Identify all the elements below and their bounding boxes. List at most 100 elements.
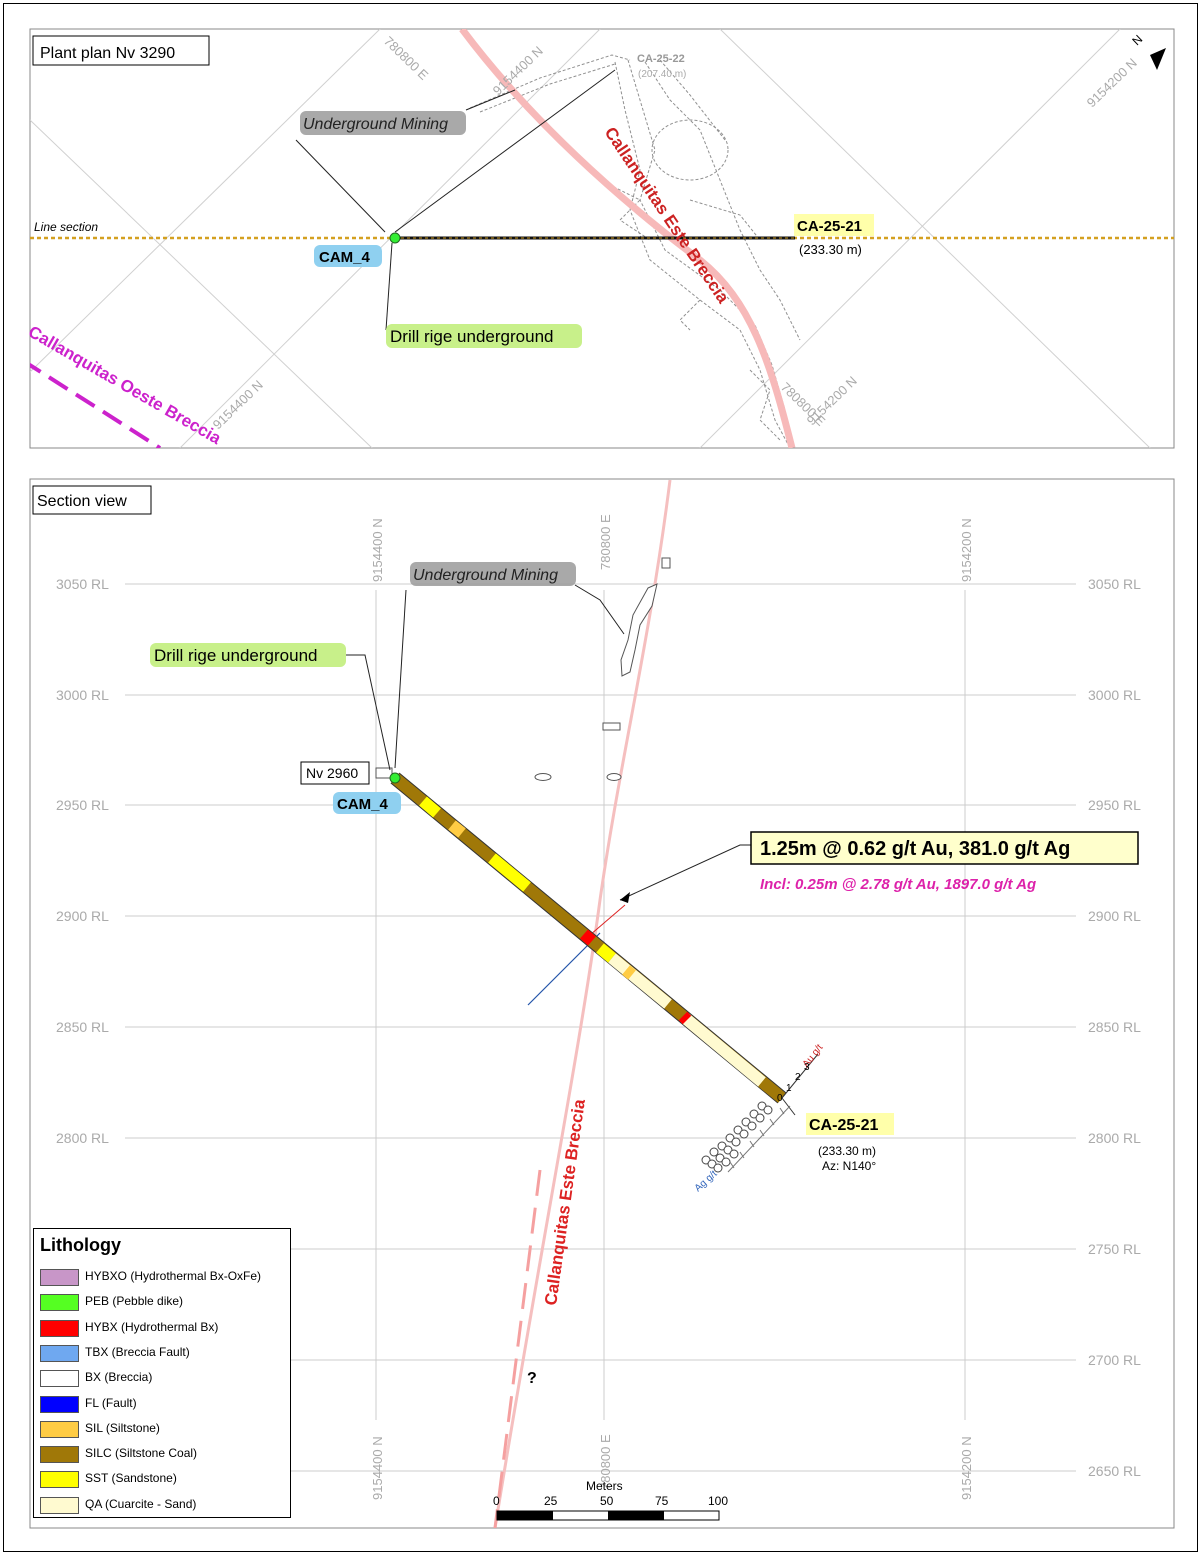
section-hole-bg — [806, 1113, 894, 1135]
scale-tick: 25 — [544, 1494, 558, 1508]
rl-label: 2700 RL — [1088, 1352, 1141, 1368]
intercept-main: 1.25m @ 0.62 g/t Au, 381.0 g/t Ag — [760, 838, 1070, 860]
plan-leaders — [295, 69, 616, 331]
section-intercept-arrow-icon — [620, 892, 630, 903]
legend-item: HYBX (Hydrothermal Bx) — [40, 1319, 290, 1337]
section-ag-axis — [727, 1105, 791, 1173]
section-au-axis — [781, 1053, 819, 1116]
legend-item: PEB (Pebble dike) — [40, 1293, 290, 1312]
legend-swatch — [40, 1269, 79, 1286]
plan-ghost-hole: CA-25-22 — [637, 53, 685, 65]
legend-label: HYBX (Hydrothermal Bx) — [85, 1319, 219, 1334]
plan-drill-rig: Drill rige underground — [390, 327, 553, 346]
rl-label: 3000 RL — [1088, 687, 1141, 703]
plan-mining-bg — [300, 111, 466, 135]
legend-label: BX (Breccia) — [85, 1370, 153, 1385]
legend-swatch — [40, 1319, 79, 1337]
legend-label: SIL (Siltstone) — [85, 1420, 160, 1435]
legend-swatch — [40, 1420, 79, 1438]
section-coord-n-right: 9154200 N — [959, 518, 974, 582]
intercept-incl: Incl: 0.25m @ 2.78 g/t Au, 1897.0 g/t Ag — [760, 876, 1036, 893]
rl-label: 2900 RL — [56, 908, 109, 924]
plan-hole-label: CA-25-21 — [797, 218, 862, 235]
section-collar-bg — [333, 792, 401, 814]
plan-title: Plant plan Nv 3290 — [40, 45, 175, 62]
section-ag-plot — [701, 1101, 773, 1173]
section-level-box — [300, 761, 370, 785]
legend-label: QA (Cuarcite - Sand) — [85, 1496, 197, 1511]
legend-label: SILC (Siltstone Coal) — [85, 1446, 198, 1461]
legend-swatch — [40, 1395, 79, 1413]
legend-swatch — [40, 1471, 79, 1489]
section-hole-length: (233.30 m) — [818, 1144, 876, 1158]
plan-hole-length: (233.30 m) — [799, 242, 862, 257]
rl-label: 2950 RL — [56, 797, 109, 813]
section-title-box — [32, 485, 152, 515]
legend-swatch — [40, 1344, 79, 1362]
rl-labels-left: 3050 RL 3000 RL 2950 RL 2900 RL 2850 RL … — [56, 576, 109, 1146]
scale-tick: 0 — [493, 1494, 500, 1508]
rl-label: 3050 RL — [1088, 576, 1141, 592]
section-leaders — [345, 584, 752, 901]
au-tick: 3 — [804, 1062, 810, 1073]
intercept-box — [750, 831, 1139, 865]
section-hole-lithology — [390, 772, 787, 1104]
section-mining-bg — [410, 562, 576, 586]
lithology-legend: Lithology HYBXO (Hydrothermal Bx-OxFe) PE… — [33, 1228, 291, 1518]
legend-item: BX (Breccia) — [40, 1369, 290, 1388]
section-level: Nv 2960 — [306, 765, 358, 781]
rl-label: 2650 RL — [1088, 1463, 1141, 1479]
legend-label: SST (Sandstone) — [85, 1471, 177, 1486]
section-drill-bg — [150, 643, 346, 667]
plan-oeste-breccia-trace — [30, 362, 162, 448]
section-title: Section view — [37, 493, 127, 510]
legend-item: SILC (Siltstone Coal) — [40, 1445, 290, 1464]
section-coord-n-left: 9154400 N — [370, 518, 385, 582]
plan-este-breccia-trace — [459, 29, 796, 448]
rl-label: 3000 RL — [56, 687, 109, 703]
legend-label: FL (Fault) — [85, 1395, 137, 1410]
section-coord-e-mid-bottom: 780800 E — [598, 1434, 613, 1490]
section-coord-n-right-bottom: 9154200 N — [959, 1436, 974, 1500]
legend-item: FL (Fault) — [40, 1395, 290, 1413]
rl-label: 2900 RL — [1088, 908, 1141, 924]
plan-line-section-label: Line section — [34, 220, 98, 234]
section-este-breccia-trace — [493, 479, 672, 1528]
section-drill-rig: Drill rige underground — [154, 646, 317, 665]
legend-title: Lithology — [40, 1235, 121, 1255]
section-hole-label: CA-25-21 — [809, 1117, 878, 1134]
plan-view: Plant plan Nv 3290 780800 E 9154400 N 91… — [25, 28, 1175, 449]
rl-label: 2850 RL — [56, 1019, 109, 1035]
section-collar-label: CAM_4 — [337, 796, 389, 813]
legend-swatch — [40, 1446, 79, 1464]
legend-item: TBX (Breccia Fault) — [40, 1344, 290, 1362]
au-tick: 0 — [777, 1093, 783, 1104]
section-question: ? — [527, 1370, 537, 1387]
plan-underground-mining: Underground Mining — [303, 116, 448, 133]
legend-item: SIL (Siltstone) — [40, 1420, 290, 1438]
legend-label: HYBXO (Hydrothermal Bx-OxFe) — [85, 1269, 262, 1283]
section-underground-mining: Underground Mining — [413, 567, 558, 584]
au-tick: 1 — [786, 1083, 792, 1094]
legend-swatch — [40, 1496, 79, 1514]
plan-title-box — [32, 35, 210, 66]
legend-label: PEB (Pebble dike) — [85, 1294, 184, 1309]
rl-label: 2850 RL — [1088, 1019, 1141, 1035]
section-workings — [375, 557, 671, 781]
legend-swatch — [40, 1294, 79, 1312]
plan-collar-bg — [314, 245, 382, 267]
scale-tick: 100 — [708, 1494, 728, 1508]
section-coord-n-left-bottom: 9154400 N — [370, 1436, 385, 1500]
plan-collar-label: CAM_4 — [319, 249, 371, 266]
plan-collar-marker — [389, 232, 401, 244]
section-collar-marker — [389, 772, 401, 784]
plan-hole-bg — [794, 214, 874, 236]
legend-label: TBX (Breccia Fault) — [85, 1344, 190, 1359]
rl-label: 2750 RL — [1088, 1241, 1141, 1257]
legend-item: QA (Cuarcite - Sand) — [40, 1496, 290, 1514]
section-coord-e-mid: 780800 E — [598, 514, 613, 570]
scale-tick: 75 — [655, 1494, 669, 1508]
legend-item: SST (Sandstone) — [40, 1470, 290, 1489]
plan-drill-bg — [386, 324, 582, 348]
map-frame — [3, 3, 1198, 1552]
